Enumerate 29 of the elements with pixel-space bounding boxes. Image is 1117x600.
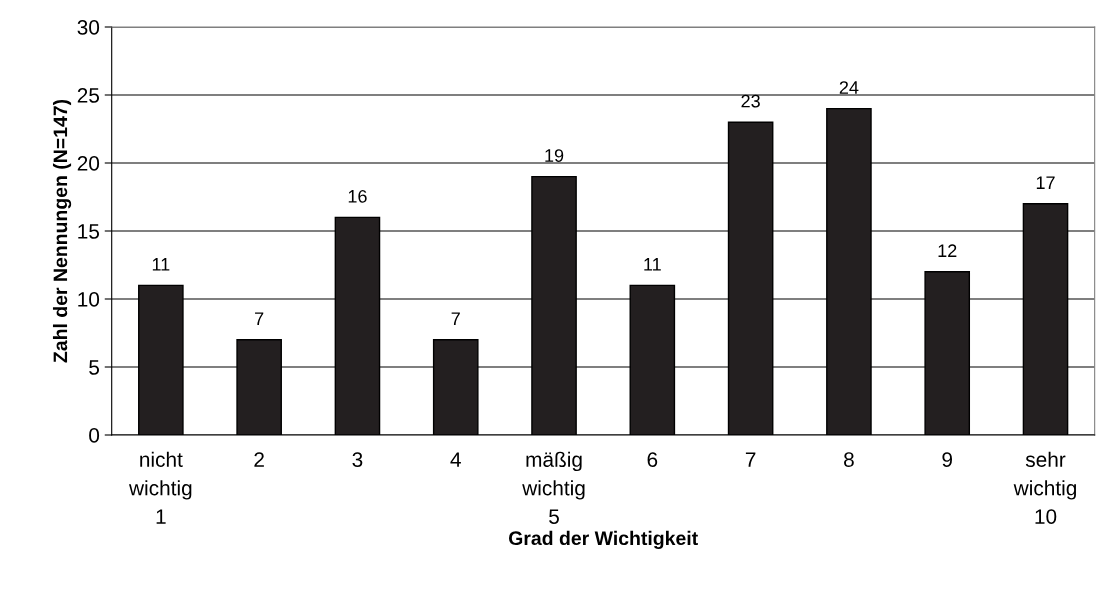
data-label: 16 xyxy=(348,189,367,203)
x-tick-label: 2 xyxy=(254,452,264,467)
data-label: 17 xyxy=(1036,176,1055,189)
x-tick-label: nicht wichtig 1 xyxy=(128,451,192,524)
y-tick-label: 25 xyxy=(77,88,100,103)
data-label: 11 xyxy=(644,258,661,271)
y-tick-label: 20 xyxy=(77,156,100,171)
data-label: 12 xyxy=(938,244,957,257)
data-label: 11 xyxy=(152,258,170,271)
y-tick-label: 5 xyxy=(89,360,100,375)
x-axis-title: Grad der Wichtigkeit xyxy=(508,530,698,550)
y-tick-label: 10 xyxy=(78,292,100,307)
x-tick-label: 9 xyxy=(942,452,953,467)
data-label: 7 xyxy=(255,312,264,325)
data-label: 23 xyxy=(741,94,760,108)
x-tick-label: 8 xyxy=(844,452,854,467)
x-tick-label: 7 xyxy=(745,452,756,467)
y-tick-label: 0 xyxy=(89,428,100,443)
x-tick-label: 3 xyxy=(352,452,363,467)
data-label: 19 xyxy=(545,149,564,162)
x-tick-label: mäßig wichtig 5 xyxy=(522,451,585,524)
y-tick-label: 15 xyxy=(78,224,100,239)
x-tick-label: 4 xyxy=(450,452,461,467)
y-tick-label: 30 xyxy=(77,20,100,35)
x-tick-label: 6 xyxy=(647,452,658,467)
data-label: 7 xyxy=(451,312,460,325)
x-tick-label: sehr wichtig 10 xyxy=(1013,451,1077,524)
y-axis-title: Zahl der Nennungen (N=147) xyxy=(52,99,72,363)
data-label: 24 xyxy=(839,81,859,94)
